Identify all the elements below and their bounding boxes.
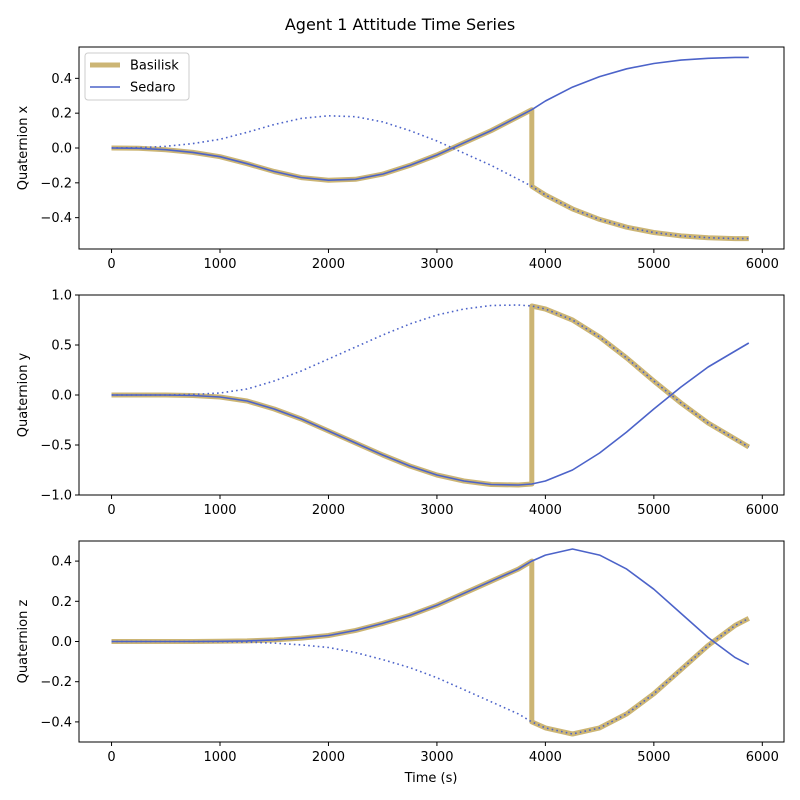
subplot-3: 0 1000 2000 3000 4000 5000 6000 −0.4 −0.2 0.0 0.2 0… [16, 540, 785, 765]
y-tick-label: −0.4 [40, 715, 72, 730]
x-tick-label: 4000 [529, 503, 562, 518]
y-tick-label: 0.5 [51, 339, 72, 354]
x-tick-label: 1000 [203, 750, 236, 765]
y-tick-label: 1.0 [51, 289, 72, 304]
y-axis-label: Quaternion z [16, 600, 31, 684]
x-tick-label: 6000 [746, 503, 779, 518]
x-tick-label: 1000 [203, 257, 236, 272]
y-tick-label: −1.0 [40, 489, 72, 504]
series-sedaro-line [111, 56, 749, 181]
y-axis-label: Quaternion x [16, 105, 31, 190]
y-tick-label: 0.0 [51, 389, 72, 404]
x-tick-label: 0 [107, 257, 115, 272]
subplot-1-series [111, 56, 749, 242]
y-tick-label: −0.4 [40, 211, 72, 226]
subplot-1: 0 1000 2000 3000 4000 5000 6000 −0.4 −0.2 0.0 0.2 0… [16, 46, 785, 272]
legend-label-basilisk: Basilisk [130, 59, 179, 74]
x-tick-label: 3000 [420, 257, 453, 272]
series-sedaro-line [111, 342, 750, 486]
x-tick-label: 5000 [637, 503, 670, 518]
x-tick-label: 2000 [312, 503, 345, 518]
subplot-2-series [111, 303, 751, 488]
x-tick-label: 6000 [746, 257, 779, 272]
x-tick-label: 3000 [420, 750, 453, 765]
legend-label-sedaro: Sedaro [130, 81, 176, 96]
x-tick-label: 4000 [529, 257, 562, 272]
subplot-3-series [111, 548, 750, 737]
x-tick-label: 3000 [420, 503, 453, 518]
x-tick-label: 0 [107, 503, 115, 518]
x-tick-label: 0 [107, 750, 115, 765]
x-tick-label: 4000 [529, 750, 562, 765]
series-sedaro-line [111, 548, 750, 666]
x-tick-label: 5000 [637, 750, 670, 765]
y-axis-label: Quaternion y [16, 352, 31, 437]
legend: Basilisk Sedaro [84, 52, 190, 101]
y-tick-label: −0.5 [40, 439, 72, 454]
x-axis-label: Time (s) [404, 771, 458, 786]
x-tick-label: 2000 [312, 257, 345, 272]
subplot-2: 0 1000 2000 3000 4000 5000 6000 −1.0 −0.5 0.0 0.5 1… [16, 289, 785, 518]
y-tick-label: 0.0 [51, 635, 72, 650]
y-tick-label: 0.4 [51, 555, 72, 570]
y-tick-label: −0.2 [40, 176, 72, 191]
y-tick-label: 0.2 [51, 107, 72, 122]
y-tick-label: 0.4 [51, 72, 72, 87]
x-tick-label: 2000 [312, 750, 345, 765]
x-tick-label: 6000 [746, 750, 779, 765]
x-tick-label: 1000 [203, 503, 236, 518]
y-tick-label: −0.2 [40, 675, 72, 690]
chart-title: Agent 1 Attitude Time Series [285, 15, 515, 34]
subplots-group: 0 1000 2000 3000 4000 5000 6000 −0.4 −0.2 0.0 0.2 0… [16, 46, 785, 765]
x-tick-label: 5000 [637, 257, 670, 272]
y-tick-label: 0.2 [51, 595, 72, 610]
y-tick-label: 0.0 [51, 142, 72, 157]
